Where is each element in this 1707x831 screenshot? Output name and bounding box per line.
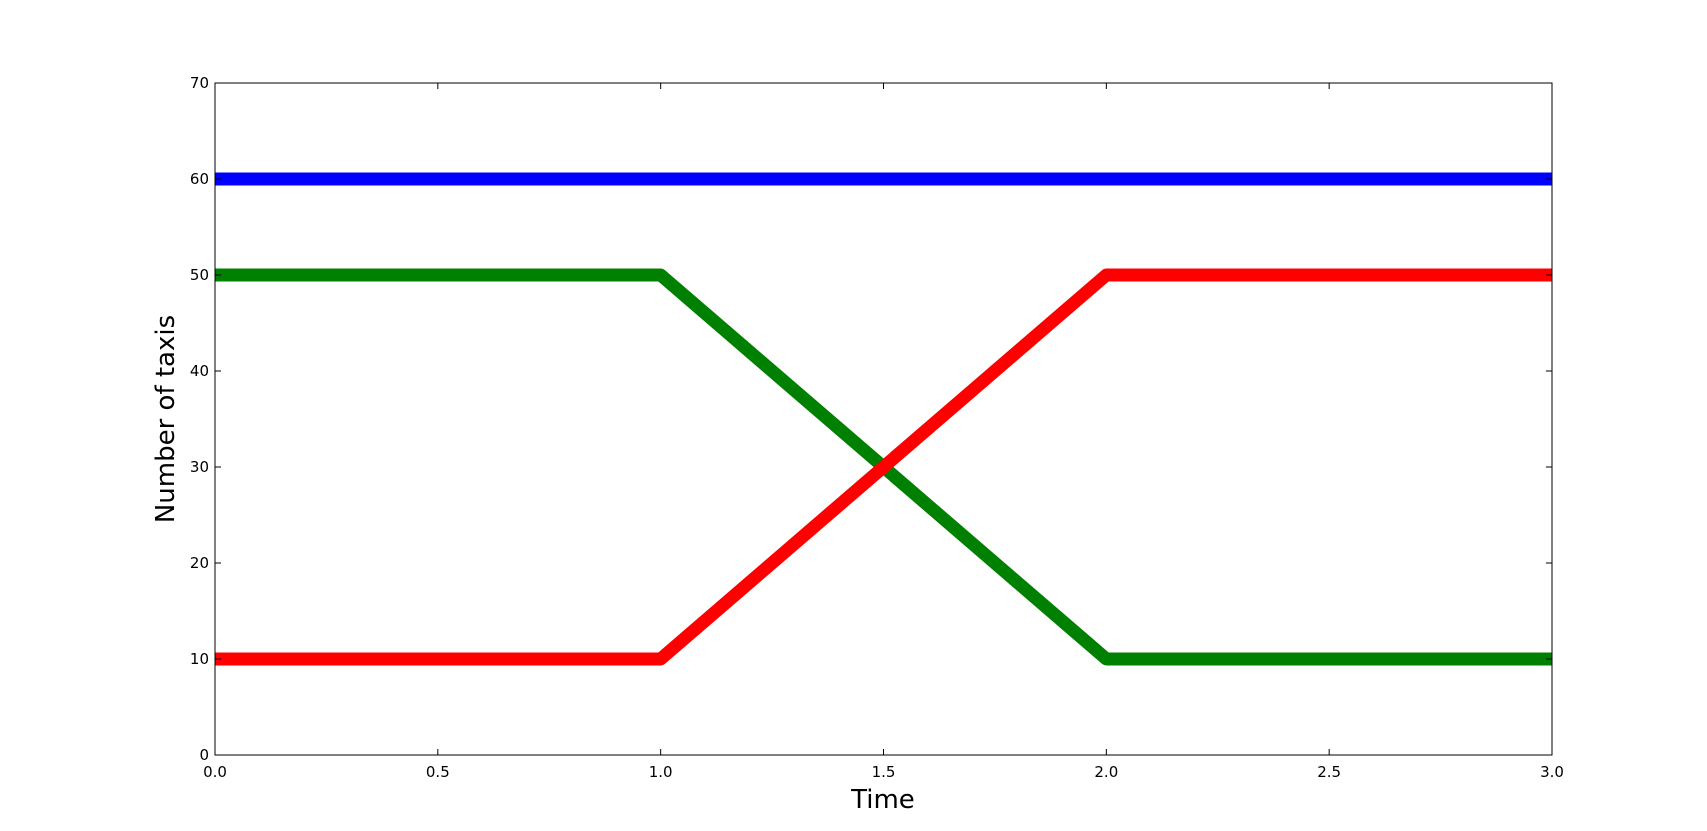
y-tick-label: 20 [190,554,209,572]
x-axis-title: Time [850,785,915,815]
y-tick-label: 0 [199,746,209,764]
series-layer [215,172,1552,666]
y-tick-label: 40 [190,362,209,380]
x-tick-label: 2.5 [1317,763,1341,781]
x-tick-label: 1.0 [649,763,673,781]
y-tick-label: 10 [190,650,209,668]
x-tick-label: 1.5 [872,763,896,781]
x-tick-label: 0.5 [426,763,450,781]
series-line-2 [215,268,1552,666]
y-tick-label: 30 [190,458,209,476]
x-tick-label: 3.0 [1540,763,1564,781]
y-tick-label: 50 [190,266,209,284]
x-tick-label: 2.0 [1094,763,1118,781]
y-tick-label: 70 [190,74,209,92]
y-axis-title: Number of taxis [151,315,181,523]
y-tick-label: 60 [190,170,209,188]
x-tick-label: 0.0 [203,763,227,781]
ticks-layer: 0.0 0.5 1.0 1.5 2.0 2.5 3.0 0 10 20 30 40 50 60 70 [190,74,1564,781]
